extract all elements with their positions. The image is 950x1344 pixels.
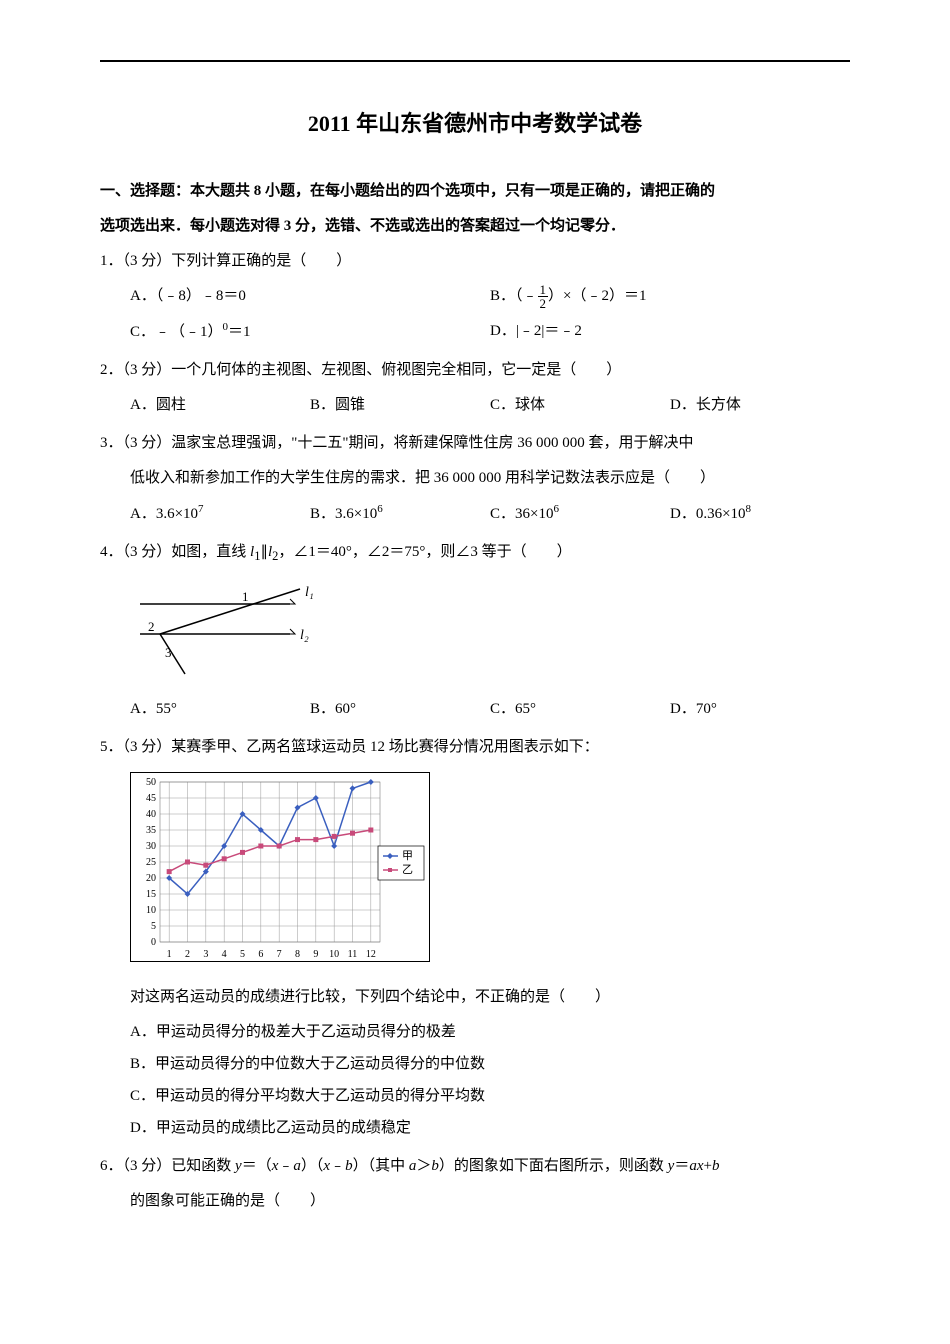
question-4: 4．（3 分）如图，直线 l1∥l2，∠1＝40°，∠2＝75°，则∠3 等于（… (100, 537, 850, 724)
q4-optD: D．70° (670, 694, 850, 724)
section-header-line2: 选项选出来．每小题选对得 3 分，选错、不选或选出的答案超过一个均记零分． (100, 211, 850, 241)
question-2: 2．（3 分）一个几何体的主视图、左视图、俯视图完全相同，它一定是（ ） A．圆… (100, 355, 850, 420)
svg-text:0: 0 (151, 937, 156, 948)
q1-optD: D．|﹣2|＝﹣2 (490, 316, 850, 347)
parallel-lines-diagram: 1 2 3 l₁ l₂ (130, 579, 330, 679)
svg-text:8: 8 (295, 949, 300, 960)
svg-text:5: 5 (151, 921, 156, 932)
svg-text:2: 2 (185, 949, 190, 960)
svg-text:35: 35 (146, 825, 156, 836)
svg-text:10: 10 (329, 949, 339, 960)
svg-text:9: 9 (313, 949, 318, 960)
q2-optB: B．圆锥 (310, 390, 490, 420)
question-5: 5．（3 分）某赛季甲、乙两名篮球运动员 12 场比赛得分情况用图表示如下： 0… (100, 732, 850, 1143)
svg-text:1: 1 (167, 949, 172, 960)
q3-optD: D．0.36×108 (670, 498, 850, 529)
q1-optA: A．（﹣8）﹣8＝0 (130, 281, 490, 311)
q4-optA: A．55° (130, 694, 310, 724)
q1-row1: A．（﹣8）﹣8＝0 B．（﹣12）×（﹣2）＝1 (100, 281, 850, 311)
svg-text:甲: 甲 (402, 850, 413, 862)
q2-optC: C．球体 (490, 390, 670, 420)
svg-text:30: 30 (146, 841, 156, 852)
svg-text:乙: 乙 (402, 863, 413, 876)
q2-text: 2．（3 分）一个几何体的主视图、左视图、俯视图完全相同，它一定是（ ） (100, 355, 850, 385)
header-rule (100, 60, 850, 62)
q2-optD: D．长方体 (670, 390, 850, 420)
svg-text:15: 15 (146, 889, 156, 900)
svg-text:20: 20 (146, 873, 156, 884)
q2-optA: A．圆柱 (130, 390, 310, 420)
svg-text:7: 7 (277, 949, 282, 960)
q3-optA: A．3.6×107 (130, 498, 310, 529)
question-3: 3．（3 分）温家宝总理强调，"十二五"期间，将新建保障性住房 36 000 0… (100, 428, 850, 529)
q3-options: A．3.6×107 B．3.6×106 C．36×106 D．0.36×108 (100, 498, 850, 529)
q1-optB: B．（﹣12）×（﹣2）＝1 (490, 281, 850, 311)
angle-2-label: 2 (148, 619, 155, 634)
q4-text: 4．（3 分）如图，直线 l1∥l2，∠1＝40°，∠2＝75°，则∠3 等于（… (100, 537, 850, 569)
q4-options: A．55° B．60° C．65° D．70° (100, 694, 850, 724)
svg-text:5: 5 (240, 949, 245, 960)
q6-line1: 6．（3 分）已知函数 y＝（x﹣a）（x﹣b）（其中 a＞b）的图象如下面右图… (100, 1151, 850, 1181)
svg-text:10: 10 (146, 905, 156, 916)
svg-text:12: 12 (366, 949, 376, 960)
q3-line2: 低收入和新参加工作的大学生住房的需求．把 36 000 000 用科学记数法表示… (100, 463, 850, 493)
q6-line2: 的图象可能正确的是（ ） (100, 1186, 850, 1216)
q2-options: A．圆柱 B．圆锥 C．球体 D．长方体 (100, 390, 850, 420)
q5-chart-container: 05101520253035404550123456789101112甲乙 (100, 772, 850, 962)
angle-1-label: 1 (242, 589, 249, 604)
l1-label: l₁ (305, 585, 314, 600)
q3-optB: B．3.6×106 (310, 498, 490, 529)
svg-text:4: 4 (222, 949, 227, 960)
q1-text: 1．（3 分）下列计算正确的是（ ） (100, 246, 850, 276)
section-header-line1: 一、选择题：本大题共 8 小题，在每小题给出的四个选项中，只有一项是正确的，请把… (100, 176, 850, 206)
svg-text:11: 11 (348, 949, 358, 960)
q5-conclusion: 对这两名运动员的成绩进行比较，下列四个结论中，不正确的是（ ） (100, 982, 850, 1012)
svg-text:50: 50 (146, 777, 156, 788)
svg-text:25: 25 (146, 857, 156, 868)
fraction-half: 12 (538, 283, 549, 310)
q3-line1: 3．（3 分）温家宝总理强调，"十二五"期间，将新建保障性住房 36 000 0… (100, 428, 850, 458)
question-1: 1．（3 分）下列计算正确的是（ ） A．（﹣8）﹣8＝0 B．（﹣12）×（﹣… (100, 246, 850, 347)
svg-text:3: 3 (203, 949, 208, 960)
angle-3-label: 3 (165, 645, 172, 660)
q4-optB: B．60° (310, 694, 490, 724)
exam-title: 2011 年山东省德州市中考数学试卷 (100, 102, 850, 146)
svg-text:6: 6 (258, 949, 263, 960)
l2-label: l₂ (300, 628, 309, 643)
q1-row2: C．﹣（﹣1）0＝1 D．|﹣2|＝﹣2 (100, 316, 850, 347)
q1-optC: C．﹣（﹣1）0＝1 (130, 316, 490, 347)
q5-optD: D．甲运动员的成绩比乙运动员的成绩稳定 (100, 1113, 850, 1143)
q5-optB: B．甲运动员得分的中位数大于乙运动员得分的中位数 (100, 1049, 850, 1079)
svg-text:45: 45 (146, 793, 156, 804)
svg-text:40: 40 (146, 809, 156, 820)
q5-optC: C．甲运动员的得分平均数大于乙运动员的得分平均数 (100, 1081, 850, 1111)
q5-optA: A．甲运动员得分的极差大于乙运动员得分的极差 (100, 1017, 850, 1047)
score-line-chart: 05101520253035404550123456789101112甲乙 (130, 772, 430, 962)
q4-figure: 1 2 3 l₁ l₂ (100, 579, 850, 679)
q4-optC: C．65° (490, 694, 670, 724)
q5-text: 5．（3 分）某赛季甲、乙两名篮球运动员 12 场比赛得分情况用图表示如下： (100, 732, 850, 762)
question-6: 6．（3 分）已知函数 y＝（x﹣a）（x﹣b）（其中 a＞b）的图象如下面右图… (100, 1151, 850, 1216)
q3-optC: C．36×106 (490, 498, 670, 529)
